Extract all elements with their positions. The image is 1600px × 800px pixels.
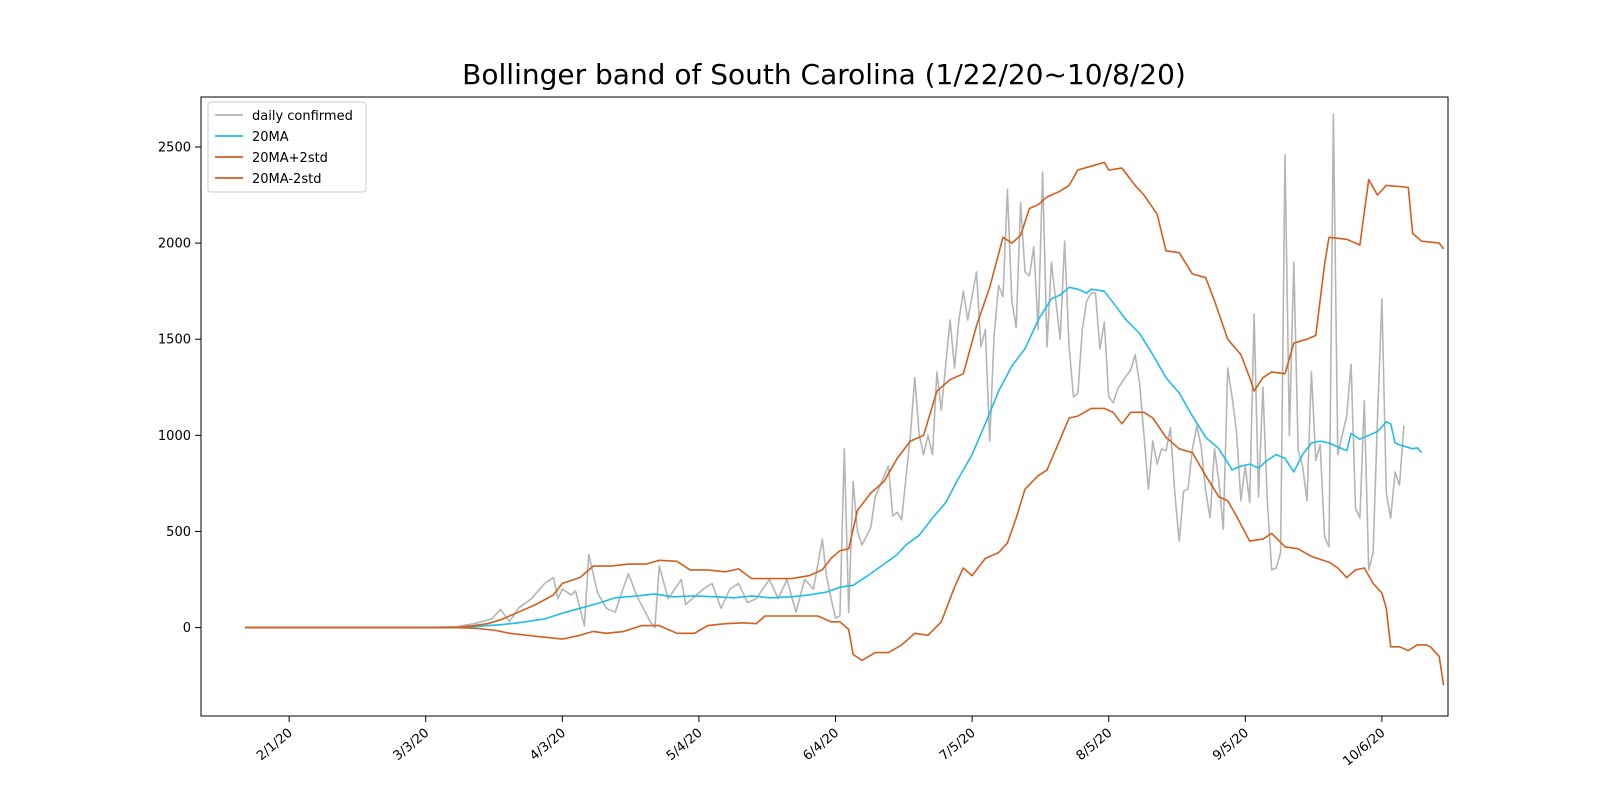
series-layer	[245, 113, 1445, 686]
y-tick-label-5: 2500	[158, 140, 191, 155]
y-tick-label-4: 2000	[158, 237, 191, 252]
series-line-2	[245, 161, 1445, 629]
y-axis: 0 500 1000 1500 2000 2500	[158, 140, 201, 636]
y-tick-label-2: 1000	[158, 429, 191, 444]
y-tick-label-3: 1500	[158, 333, 191, 348]
y-tick-label-0: 0	[183, 621, 191, 636]
legend-label-0: daily confirmed	[252, 109, 353, 124]
x-tick-label-8: 10/6/20	[1340, 726, 1388, 770]
x-tick-label-7: 9/5/20	[1210, 726, 1252, 764]
series-line-1	[245, 286, 1423, 629]
x-tick-label-2: 4/3/20	[527, 726, 569, 764]
plot-frame	[200, 96, 1449, 717]
legend: daily confirmed 20MA 20MA+2std 20MA-2std	[207, 101, 367, 193]
chart-title: Bollinger band of South Carolina (1/22/2…	[462, 58, 1186, 91]
legend-label-1: 20MA	[252, 130, 289, 145]
x-tick-label-5: 7/5/20	[937, 726, 979, 764]
x-axis: 2/1/20 3/3/20 4/3/20 5/4/20 6/4/20 7/5/20 8/5/…	[254, 716, 1388, 769]
x-tick-label-1: 3/3/20	[391, 726, 433, 764]
y-tick-label-1: 500	[166, 525, 191, 540]
x-tick-label-0: 2/1/20	[254, 726, 296, 764]
legend-box	[207, 101, 367, 193]
series-line-3	[245, 407, 1445, 686]
legend-label-3: 20MA-2std	[252, 172, 321, 187]
series-line-0	[245, 113, 1405, 629]
x-tick-label-4: 6/4/20	[800, 726, 842, 764]
x-tick-label-6: 8/5/20	[1074, 726, 1116, 764]
legend-label-2: 20MA+2std	[252, 151, 328, 166]
x-tick-label-3: 5/4/20	[664, 726, 706, 764]
